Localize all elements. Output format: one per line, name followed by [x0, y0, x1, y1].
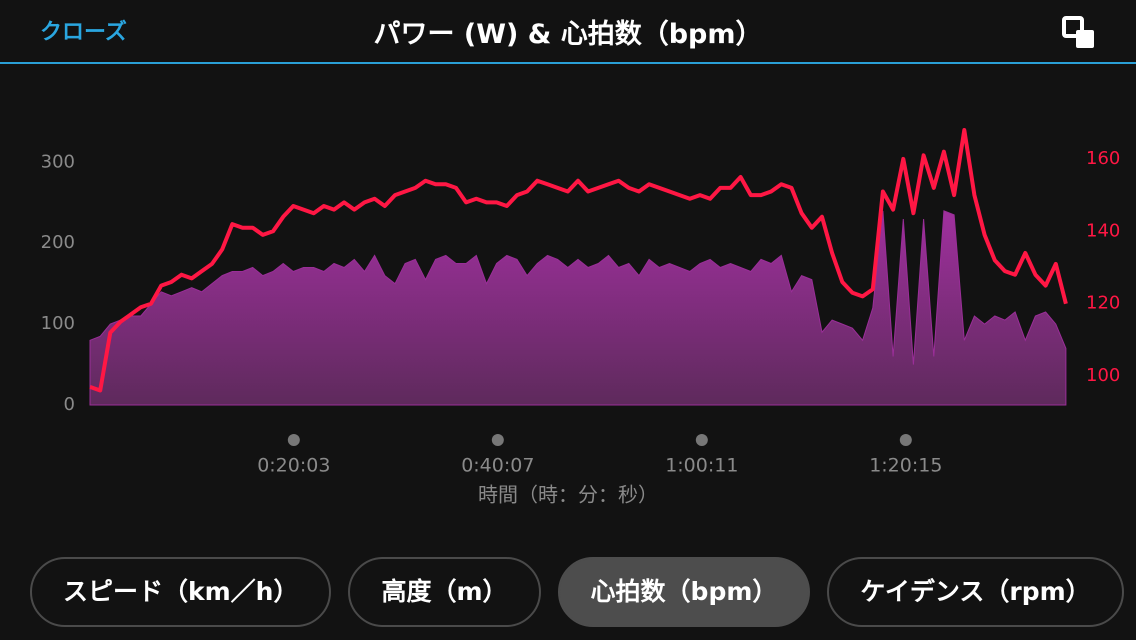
metric-buttons: スピード（km／h） 高度（m） 心拍数（bpm） ケイデンス（rpm） [30, 557, 1136, 629]
y-tick-label: 0 [64, 394, 75, 415]
y2-tick-label: 100 [1086, 365, 1120, 386]
x-tick-dot [899, 434, 912, 446]
y2-tick-label: 120 [1086, 293, 1120, 314]
x-tick-label: 1:20:15 [869, 455, 942, 477]
metric-button[interactable]: スピード（km／h） [30, 557, 332, 627]
heart-rate-line [89, 128, 1068, 393]
top-bar: クローズ パワー (W) & 心拍数（bpm） [0, 0, 1136, 64]
fullscreen-icon[interactable] [1062, 16, 1096, 50]
y-tick-label: 100 [41, 313, 75, 334]
x-tick-label: 0:20:03 [257, 455, 330, 477]
y2-tick-label: 140 [1086, 220, 1120, 241]
x-tick-dot [491, 434, 504, 446]
metric-button[interactable]: 心拍数（bpm） [557, 557, 811, 627]
metric-button[interactable]: 高度（m） [348, 557, 541, 627]
power-area [89, 210, 1067, 406]
x-tick-label: 0:40:07 [461, 455, 534, 477]
y2-tick-label: 160 [1086, 148, 1120, 169]
x-tick-label: 1:00:11 [665, 455, 738, 477]
x-axis-label: 時間（時：分：秒） [478, 483, 658, 507]
y-tick-label: 200 [41, 232, 75, 253]
screen-title: パワー (W) & 心拍数（bpm） [373, 19, 763, 50]
x-tick-dot [287, 434, 300, 446]
close-button[interactable]: クローズ [40, 20, 127, 45]
x-tick-dot [695, 434, 708, 446]
chart: 時間（時：分：秒） 0 100 200 300 100 120 140 160 0:20:03 0… [41, 128, 1120, 507]
y-tick-label: 300 [41, 151, 75, 172]
metric-button[interactable]: ケイデンス（rpm） [827, 557, 1124, 627]
